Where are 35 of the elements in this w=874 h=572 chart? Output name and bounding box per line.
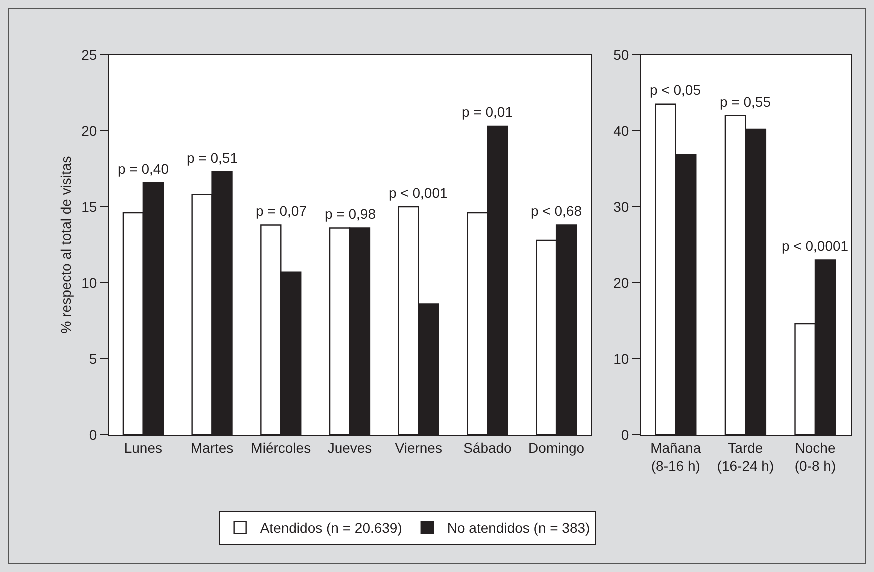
- x-tick-label: Martes: [190, 440, 234, 456]
- x-tick-label: Lunes: [124, 440, 163, 456]
- annotation: p = 0,98: [325, 206, 376, 222]
- y-tick-label: 20: [82, 122, 98, 139]
- legend-label: No atendidos (n = 383): [447, 520, 590, 536]
- x-tick-label: Mañana (8-16 h): [650, 440, 702, 474]
- annotation: p = 0,51: [187, 150, 238, 166]
- y-tick-label: 50: [614, 46, 630, 63]
- x-tick-label: Noche (0-8 h): [794, 440, 836, 474]
- y-tick-label: 15: [82, 198, 98, 215]
- y-tick-label: 10: [82, 274, 98, 291]
- annotation: p < 0,68: [531, 203, 582, 219]
- y-tick-label: 40: [614, 122, 630, 139]
- legend-label: Atendidos (n = 20.639): [260, 520, 402, 536]
- y-tick-label: 0: [89, 426, 98, 443]
- annotation: p < 0,05: [650, 82, 702, 98]
- annotation: p = 0,40: [118, 161, 170, 177]
- annotation: p < 0,001: [389, 185, 448, 201]
- annotation: p = 0,55: [720, 94, 772, 110]
- y-axis-title: % respecto al total de visitas: [58, 156, 74, 334]
- y-tick-label: 30: [614, 198, 630, 215]
- x-tick-label: Sábado: [464, 440, 512, 456]
- x-tick-label: Domingo: [528, 440, 585, 456]
- y-tick-label: 10: [614, 350, 630, 367]
- x-tick-label: Jueves: [328, 440, 372, 456]
- x-tick-label: Tarde (16-24 h): [717, 440, 774, 474]
- annotation: p = 0,07: [256, 203, 308, 219]
- y-tick-label: 20: [614, 274, 630, 291]
- annotation: p < 0,0001: [782, 238, 849, 254]
- annotation: p = 0,01: [462, 104, 514, 120]
- y-tick-label: 0: [621, 426, 630, 443]
- x-tick-label: Miércoles: [251, 440, 312, 456]
- y-tick-label: 5: [89, 350, 98, 367]
- x-tick-label: Viernes: [395, 440, 442, 456]
- y-tick-label: 25: [82, 46, 98, 63]
